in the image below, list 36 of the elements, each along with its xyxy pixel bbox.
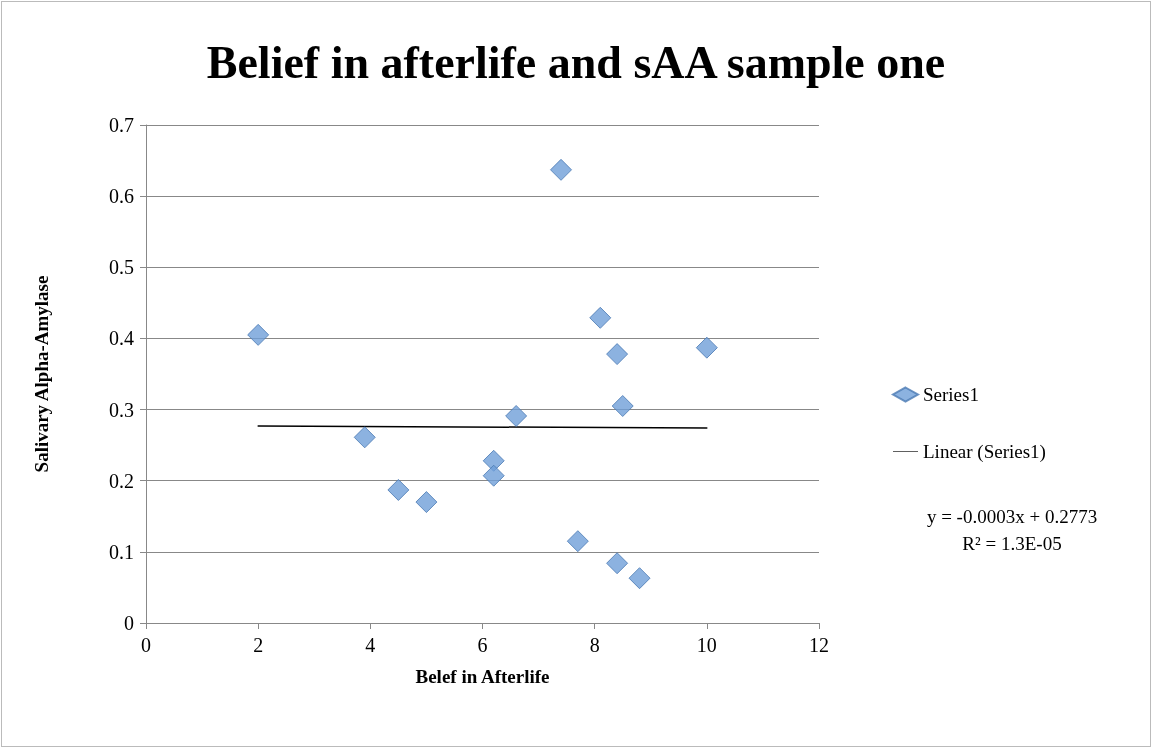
point — [628, 567, 651, 590]
point — [415, 491, 438, 514]
y-tick-label: 0.5 — [109, 256, 134, 279]
x-tick-label: 2 — [253, 634, 264, 656]
y-tick-label: 0.4 — [109, 327, 134, 350]
y-tick-label: 0.6 — [109, 185, 134, 208]
point — [247, 323, 270, 346]
legend-label: Linear (Series1) — [923, 441, 1046, 463]
point — [695, 336, 718, 359]
y-axis-title: Salivary Alpha-Amylase — [31, 275, 52, 473]
y-tick-label: 0 — [124, 612, 134, 634]
text: R² = 1.3E-05 — [962, 533, 1062, 554]
point — [505, 404, 528, 427]
point — [589, 306, 612, 329]
y-tick-label: 0.3 — [109, 398, 134, 421]
x-tick-label: 8 — [589, 634, 600, 656]
y-tick-label: 0.2 — [109, 469, 134, 492]
point — [387, 478, 410, 501]
legend-label: Series1 — [923, 384, 979, 405]
point — [353, 426, 376, 449]
x-tick-label: 10 — [696, 634, 717, 656]
point — [482, 464, 505, 487]
point — [606, 552, 629, 575]
x-tick-label: 6 — [477, 634, 488, 656]
x-tick-label: 0 — [141, 634, 151, 656]
point — [550, 158, 573, 181]
x-tick-label: 4 — [365, 634, 376, 656]
point — [566, 530, 589, 553]
point — [606, 343, 629, 366]
y-tick-label: 0.1 — [109, 540, 134, 563]
text: y = -0.0003x + 0.2773 — [926, 506, 1098, 527]
y-tick-label: 0.7 — [109, 114, 134, 136]
point — [611, 395, 634, 418]
chart-title: Belief in afterlife and sAA sample one — [206, 36, 946, 88]
x-axis-title: Belef in Afterlife — [415, 666, 550, 687]
x-tick-label: 12 — [809, 634, 829, 656]
